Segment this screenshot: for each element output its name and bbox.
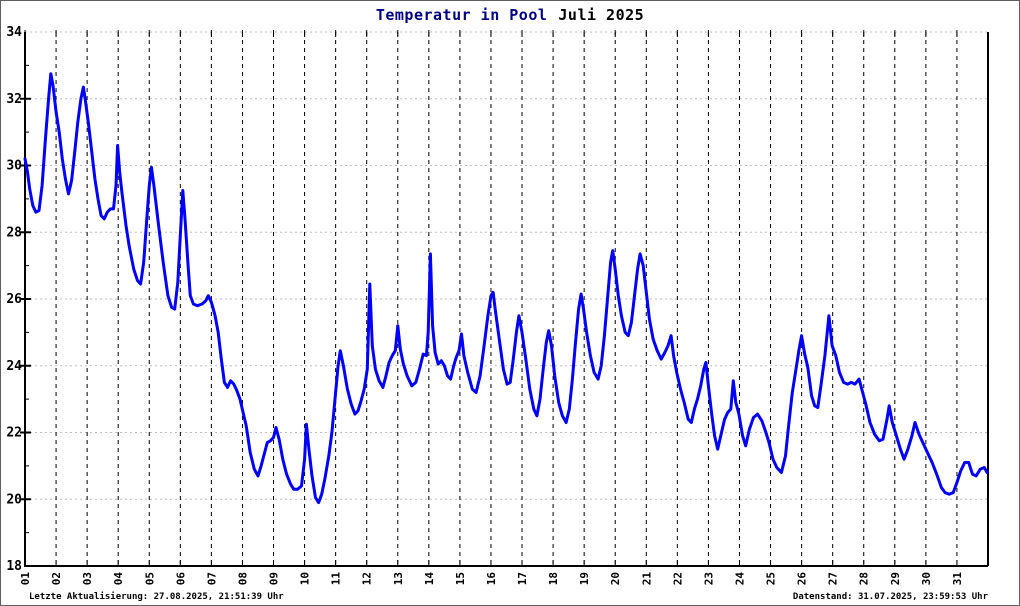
y-tick-label: 34: [6, 25, 22, 40]
x-tick-label: 07: [205, 572, 218, 585]
x-tick-label: 28: [858, 572, 871, 585]
x-tick-label: 16: [485, 572, 498, 586]
y-tick-label: 32: [6, 92, 22, 107]
x-tick-label: 02: [50, 572, 63, 585]
temperature-line: [23, 72, 989, 505]
y-tick-label: 22: [6, 426, 22, 441]
x-tick-label: 09: [268, 572, 281, 585]
x-tick-label: 30: [920, 572, 933, 585]
y-tick-label: 30: [6, 159, 22, 174]
data-series: [23, 72, 989, 505]
y-tick-label: 26: [6, 292, 22, 307]
axis-frame: [24, 32, 989, 567]
y-tick-label: 20: [6, 492, 22, 507]
x-axis-labels: 01 02 03 04 05 06 07 08 09 10 11 12 13 14 15 16 17 18 19 20…: [19, 572, 964, 586]
x-tick-label: 19: [578, 572, 591, 585]
x-tick-label: 22: [671, 572, 684, 585]
x-tick-label: 01: [19, 572, 32, 586]
x-tick-label: 31: [951, 572, 964, 586]
chart-title-date: Juli 2025: [558, 6, 645, 24]
x-tick-label: 13: [392, 572, 405, 585]
horizontal-gridlines: [25, 31, 988, 500]
x-tick-label: 15: [454, 572, 467, 585]
chart-title: Temperatur in Pool Juli 2025: [1, 6, 1019, 24]
x-tick-label: 27: [827, 572, 840, 585]
x-tick-label: 08: [236, 572, 249, 585]
x-tick-label: 17: [516, 572, 529, 585]
last-update-text: Letzte Aktualisierung: 27.08.2025, 21:51…: [29, 592, 284, 602]
x-tick-label: 18: [547, 572, 560, 585]
x-tick-label: 29: [889, 572, 902, 585]
x-tick-label: 21: [640, 572, 653, 586]
x-tick-label: 03: [81, 572, 94, 585]
y-axis-labels: 18 20 22 24 26 28 30 32 34: [6, 25, 22, 574]
x-tick-label: 24: [733, 572, 746, 586]
x-tick-label: 10: [299, 572, 312, 585]
x-tick-label: 11: [330, 572, 343, 586]
x-tick-label: 06: [174, 572, 187, 586]
x-tick-label: 14: [423, 572, 436, 586]
x-tick-label: 26: [796, 572, 809, 586]
x-tick-label: 04: [112, 572, 125, 586]
x-tick-label: 25: [765, 572, 778, 585]
data-timestamp-text: Datenstand: 31.07.2025, 23:59:53 Uhr: [792, 592, 988, 602]
x-tick-label: 20: [609, 572, 622, 585]
chart-title-main: Temperatur in Pool: [375, 6, 548, 24]
x-tick-label: 12: [361, 572, 374, 585]
y-tick-label: 18: [6, 559, 22, 574]
axis-ticks: [20, 30, 958, 566]
x-tick-label: 23: [702, 572, 715, 585]
y-tick-label: 28: [6, 225, 22, 240]
x-tick-label: 05: [143, 572, 156, 585]
y-tick-label: 24: [6, 359, 22, 374]
